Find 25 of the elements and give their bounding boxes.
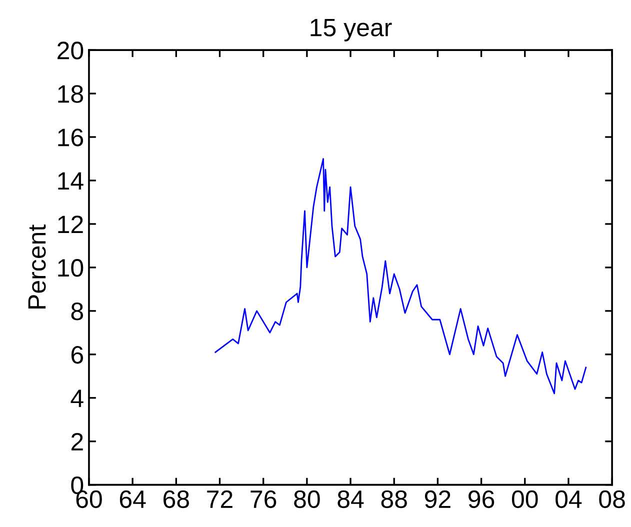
x-tick-label: 64 [120, 490, 146, 508]
x-tick-label: 68 [164, 490, 189, 508]
y-tick-label: 4 [70, 390, 84, 407]
x-tick-label: 80 [294, 490, 320, 508]
y-tick-label: 12 [58, 216, 83, 234]
x-tick-label: 84 [338, 490, 364, 508]
x-tick-label: 76 [250, 490, 276, 508]
x-tick-label: 72 [207, 490, 232, 508]
x-tick-label: 04 [556, 490, 582, 508]
y-tick-label: 8 [71, 302, 84, 320]
x-tick-label: 96 [468, 490, 494, 508]
x-tick-label: 92 [424, 490, 450, 508]
y-tick-label: 2 [71, 432, 83, 450]
y-tick-label: 14 [58, 172, 84, 190]
y-tick-label: 20 [58, 42, 84, 60]
x-tick-label: 00 [512, 490, 538, 508]
y-tick-label: 10 [58, 259, 84, 277]
y-tick-label: 16 [58, 128, 84, 146]
chart-title: 15 year [310, 18, 392, 42]
y-tick-label: 6 [71, 346, 84, 364]
y-axis-title: Percent [28, 224, 46, 308]
x-tick-label: 08 [599, 490, 625, 508]
y-tick-label: 18 [58, 85, 84, 103]
line-series [214, 158, 587, 394]
x-tick-label: 88 [381, 490, 407, 508]
